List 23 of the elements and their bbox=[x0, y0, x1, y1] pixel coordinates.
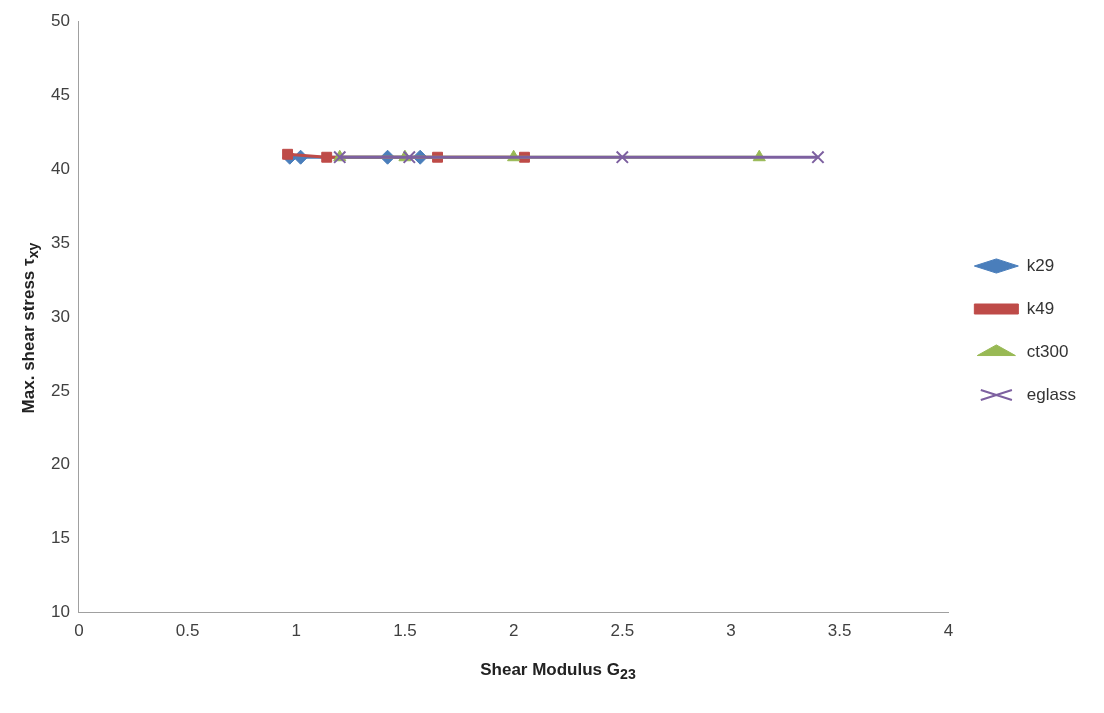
y-tick-label: 15 bbox=[50, 528, 70, 548]
y-tick-label: 40 bbox=[50, 158, 70, 178]
y-tick-label: 10 bbox=[50, 602, 70, 622]
legend-label: ct300 bbox=[1026, 341, 1069, 361]
legend-label: eglass bbox=[1026, 384, 1076, 404]
y-tick-label: 35 bbox=[50, 232, 70, 252]
y-tick-label: 50 bbox=[50, 10, 70, 30]
x-tick-label: 1 bbox=[291, 621, 302, 641]
y-tick-label: 30 bbox=[50, 306, 70, 326]
y-tick-label: 25 bbox=[50, 380, 70, 400]
legend-label: k29 bbox=[1026, 255, 1055, 275]
y-tick-label: 45 bbox=[50, 84, 70, 104]
x-tick-label: 3.5 bbox=[827, 621, 852, 641]
x-tick-label: 0.5 bbox=[175, 621, 200, 641]
x-tick-label: 0 bbox=[74, 621, 84, 641]
x-tick-label: 3 bbox=[726, 621, 736, 641]
x-axis-title: Shear Modulus G$_{23}$ bbox=[479, 660, 637, 683]
x-tick-label: 1.5 bbox=[393, 621, 417, 641]
x-tick-label: 2.5 bbox=[610, 621, 635, 641]
x-tick-label: 4 bbox=[943, 621, 954, 641]
y-tick-label: 20 bbox=[50, 454, 70, 474]
x-tick-label: 2 bbox=[508, 621, 519, 641]
legend-label: k49 bbox=[1026, 298, 1055, 318]
